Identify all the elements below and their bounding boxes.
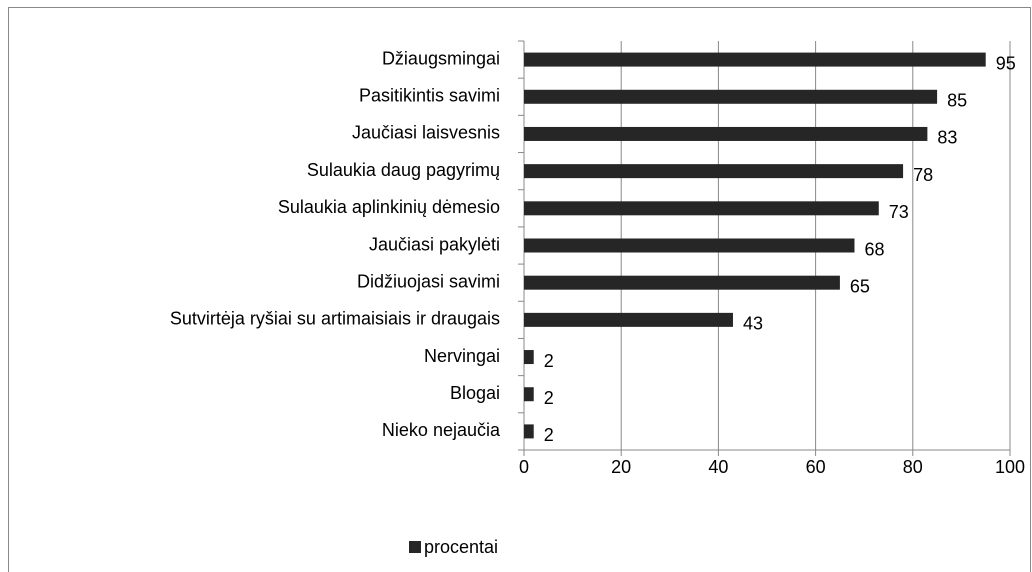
- data-label: 95: [996, 53, 1016, 73]
- y-tick-label: Sulaukia aplinkinių dėmesio: [278, 197, 500, 217]
- bar: [524, 201, 879, 216]
- bar: [524, 89, 938, 104]
- data-label: 68: [864, 239, 884, 259]
- x-tick-label: 0: [519, 457, 529, 477]
- bar: [524, 312, 733, 327]
- x-tick-label: 20: [611, 457, 631, 477]
- x-tick-label: 80: [903, 457, 923, 477]
- y-tick-label: Nieko nejaučia: [382, 420, 501, 440]
- y-tick-label: Jaučiasi pakylėti: [369, 234, 500, 254]
- y-tick-label: Pasitikintis savimi: [359, 86, 500, 106]
- data-label: 2: [544, 425, 554, 445]
- y-tick-label: Džiaugsmingai: [382, 48, 500, 68]
- bar: [524, 350, 534, 365]
- y-tick-label: Blogai: [450, 383, 500, 403]
- x-tick-label: 60: [806, 457, 826, 477]
- y-tick-label: Jaučiasi laisvesnis: [352, 123, 500, 143]
- y-tick-label: Sulaukia daug pagyrimų: [307, 160, 500, 180]
- data-label: 43: [743, 314, 763, 334]
- data-label: 85: [947, 91, 967, 111]
- data-label: 65: [850, 276, 870, 296]
- y-tick-label: Didžiuojasi savimi: [357, 271, 500, 291]
- legend-swatch: [409, 541, 421, 553]
- bar: [524, 52, 986, 67]
- legend-label: procentai: [424, 537, 498, 557]
- bar: [524, 164, 904, 179]
- data-label: 78: [913, 165, 933, 185]
- bar: [524, 424, 534, 439]
- data-label: 83: [937, 128, 957, 148]
- data-label: 2: [544, 388, 554, 408]
- data-label: 73: [889, 202, 909, 222]
- bar: [524, 387, 534, 402]
- x-tick-label: 40: [708, 457, 728, 477]
- bar: [524, 275, 840, 290]
- y-tick-label: Sutvirtėja ryšiai su artimaisiais ir dra…: [170, 309, 500, 329]
- data-label: 2: [544, 351, 554, 371]
- bar: [524, 238, 855, 253]
- x-tick-label: 100: [995, 457, 1025, 477]
- y-tick-label: Nervingai: [424, 346, 500, 366]
- bar: [524, 126, 928, 141]
